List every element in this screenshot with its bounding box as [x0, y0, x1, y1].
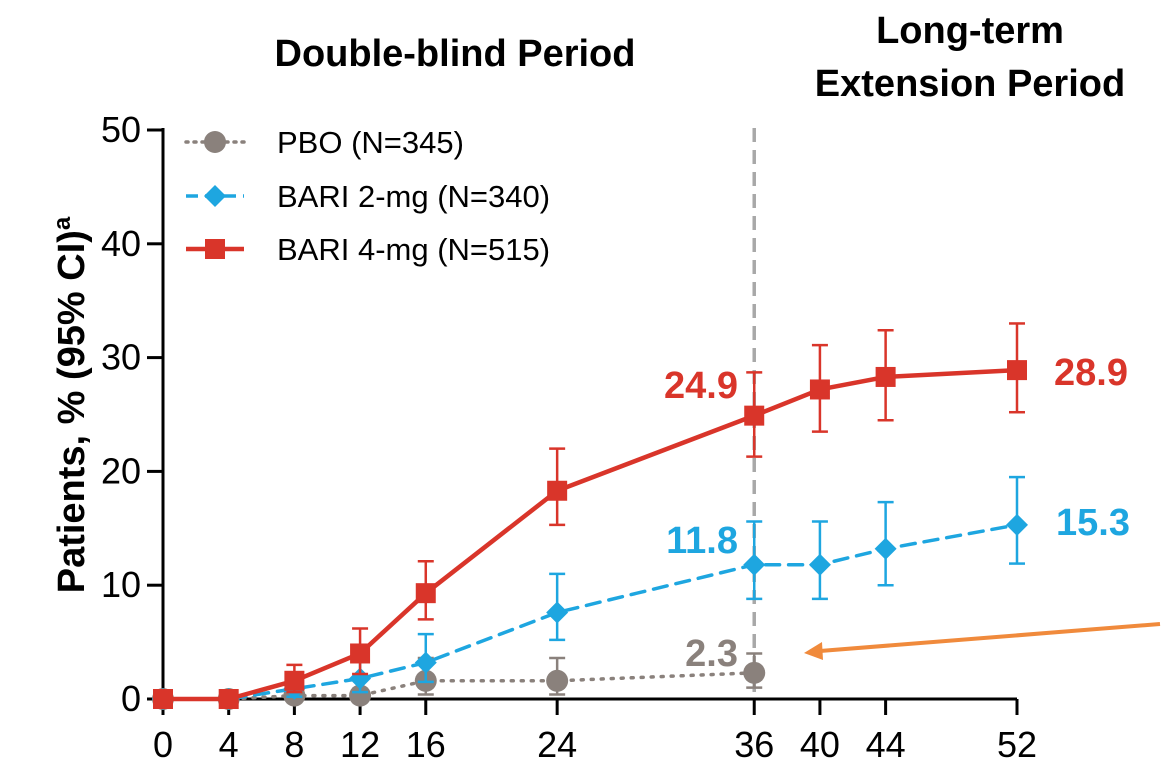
- bari-2mg-week52-value-label: 15.3: [1056, 502, 1130, 544]
- double-blind-period-header: Double-blind Period: [275, 33, 636, 75]
- x-tick-label: 24: [537, 724, 577, 765]
- orange-arrow-icon: [804, 622, 1161, 660]
- bari-4-mg-point: [153, 689, 173, 709]
- bari-4-mg-point: [350, 643, 371, 664]
- bari-2mg-week36-value-label: 11.8: [666, 520, 738, 562]
- long-term-header-line2: Extension Period: [815, 63, 1125, 105]
- legend-pbo-label: PBO (N=345): [277, 125, 464, 160]
- bari-2-mg-point: [414, 651, 437, 674]
- x-tick-label: 16: [406, 724, 446, 765]
- bari-2-mg-series: [152, 475, 1028, 710]
- bari-4-mg-point: [809, 379, 830, 400]
- x-tick-label: 36: [734, 724, 774, 765]
- bari-2-mg-point: [874, 537, 897, 560]
- bari-4-mg-point: [744, 405, 765, 426]
- x-tick-label: 12: [340, 724, 380, 765]
- legend: PBO (N=345) BARI 2-mg (N=340) BARI 4-mg …: [184, 125, 550, 267]
- y-axis-label-main: Patients, % (95% CI): [51, 230, 93, 593]
- x-tick-label: 4: [219, 724, 239, 765]
- bari-4-mg-series: [153, 322, 1027, 709]
- plot-area: [152, 322, 1028, 710]
- pbo-week36-value-label: 2.3: [685, 633, 738, 675]
- bari-4-mg-point: [875, 366, 896, 387]
- bari-4-mg-point: [284, 670, 305, 691]
- bari-2-mg-point: [546, 601, 569, 624]
- y-axis-label: Patients, % (95% CI)a: [49, 216, 93, 593]
- bari-4-mg-point: [547, 480, 568, 501]
- bari-2-mg-point: [1006, 513, 1028, 536]
- y-tick-label: 50: [101, 109, 141, 150]
- legend-bari-4mg-marker: [205, 239, 225, 259]
- pbo-series: [152, 652, 766, 710]
- bari-4-mg-line: [160, 367, 1020, 702]
- y-axis-label-group: Patients, % (95% CI)a: [49, 216, 93, 593]
- pbo-line: [161, 671, 756, 701]
- bari-4-mg-point: [415, 583, 436, 604]
- pbo-point: [349, 684, 372, 707]
- x-tick-label: 40: [800, 724, 840, 765]
- x-tick-label: 0: [153, 724, 173, 765]
- bari-2-mg-point: [743, 553, 766, 576]
- y-tick-label: 10: [101, 564, 141, 605]
- y-tick-label: 20: [101, 450, 141, 491]
- x-tick-label: 52: [997, 724, 1037, 765]
- bari-4mg-week52-value-label: 28.9: [1054, 352, 1128, 394]
- y-tick-label: 40: [101, 223, 141, 264]
- bari-4-mg-point: [218, 689, 239, 709]
- pbo-point: [743, 661, 766, 684]
- legend-bari-4mg-label: BARI 4-mg (N=515): [277, 232, 550, 267]
- pbo-point: [546, 669, 569, 692]
- x-ticks: 0 4 8 12 16 24 36 40 44 52: [153, 699, 1037, 765]
- x-tick-label: 44: [866, 724, 906, 765]
- legend-bari-2mg-marker: [204, 185, 226, 207]
- legend-item-bari-4mg: BARI 4-mg (N=515): [186, 232, 550, 267]
- y-ticks: 0 10 20 30 40 50: [101, 109, 163, 719]
- y-axis-label-superscript: a: [49, 216, 76, 230]
- legend-item-pbo: PBO (N=345): [184, 125, 464, 160]
- bari-4-mg-point: [1007, 360, 1027, 381]
- y-tick-label: 0: [121, 678, 141, 719]
- legend-bari-2mg-label: BARI 2-mg (N=340): [277, 179, 550, 214]
- bari-2-mg-point: [808, 553, 831, 576]
- long-term-header-line1: Long-term: [876, 10, 1064, 52]
- x-tick-label: 8: [284, 724, 304, 765]
- bari-2-mg-line: [161, 523, 1019, 701]
- y-tick-label: 30: [101, 337, 141, 378]
- bari-4mg-week36-value-label: 24.9: [664, 365, 738, 407]
- legend-item-bari-2mg: BARI 2-mg (N=340): [186, 179, 550, 214]
- legend-pbo-marker: [204, 131, 226, 153]
